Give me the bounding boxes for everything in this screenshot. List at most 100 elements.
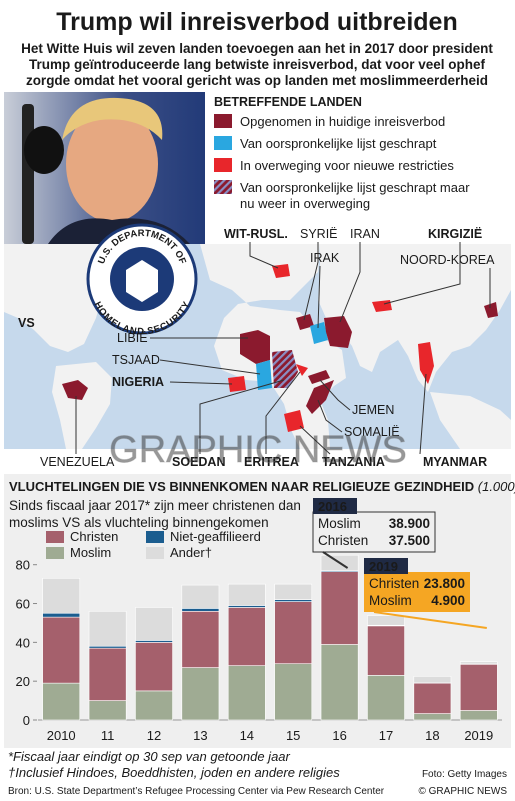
- country-label: TSJAAD: [112, 353, 160, 367]
- bar-segment: [274, 583, 313, 600]
- legend-label: Van oorspronkelijke lijst geschrapt: [240, 136, 437, 151]
- bar-segment: [88, 647, 127, 701]
- country-label: NIGERIA: [112, 375, 164, 389]
- x-tick-label: 13: [193, 728, 207, 743]
- legend-label: In overweging voor nieuwe restricties: [240, 158, 454, 173]
- source: Bron: U.S. State Department’s Refugee Pr…: [8, 786, 385, 797]
- bar-segment: [459, 663, 498, 711]
- legend-label: Christen: [70, 529, 118, 544]
- credit: © GRAPHIC NEWS: [419, 786, 508, 797]
- country-venezuela: [62, 380, 88, 400]
- leader-line: [383, 242, 461, 305]
- bar-segment: [459, 710, 498, 721]
- leader-line: [317, 265, 321, 329]
- bar-segment: [181, 584, 220, 609]
- callout-value: 37.500: [389, 533, 430, 548]
- photo-microphone-head: [24, 126, 64, 174]
- x-tick-label: 15: [286, 728, 300, 743]
- callout-value: 4.900: [431, 593, 465, 608]
- callout-pointer: [373, 611, 487, 629]
- legend-swatch: [214, 158, 232, 172]
- country-chad: [256, 360, 272, 390]
- x-tick-label: 12: [147, 728, 161, 743]
- bar-segment: [367, 625, 405, 676]
- subtitle-line: Trump geïntroduceerde lang betwiste inre…: [29, 57, 486, 72]
- bar-segment: [42, 577, 81, 614]
- bar-segment: [135, 642, 173, 692]
- legend-swatch: [46, 531, 64, 543]
- bar-segment: [413, 676, 452, 684]
- map: [4, 244, 511, 449]
- country-label: SYRIË: [300, 227, 338, 241]
- leader-line: [265, 371, 301, 454]
- country-syria: [296, 314, 314, 330]
- leader-line: [303, 242, 319, 321]
- photo-microphone: [22, 104, 34, 244]
- country-label: KIRGIZIË: [428, 226, 482, 241]
- bar-segment: [42, 612, 81, 618]
- photo-credit: Foto: Getty Images: [422, 769, 507, 780]
- map-legend-title: Betreffende Landen: [214, 95, 362, 109]
- leader-line: [169, 381, 233, 385]
- country-label: JEMEN: [352, 403, 394, 417]
- bar-segment: [367, 675, 405, 721]
- leader-line: [319, 379, 351, 411]
- leader-line: [159, 359, 261, 375]
- legend-swatch: [146, 531, 164, 543]
- callout-year: 2016: [318, 499, 347, 514]
- callout-value: 23.800: [424, 576, 465, 591]
- y-tick-label: 0: [23, 713, 30, 728]
- leader-line: [299, 425, 331, 455]
- land: [200, 244, 346, 449]
- chart-title: Vluchtelingen die VS binnenkomen naar re…: [9, 479, 515, 494]
- leader-line: [249, 242, 279, 269]
- photo-hair: [62, 97, 163, 140]
- country-iraq: [310, 322, 328, 344]
- callout-name: Moslim: [318, 516, 361, 531]
- bar-segment: [42, 616, 81, 684]
- country-north-korea: [484, 302, 498, 318]
- bar-segment: [88, 700, 127, 721]
- subtitle-line: Het Witte Huis wil zeven landen toevoege…: [21, 41, 493, 56]
- callout-box: [364, 572, 470, 612]
- x-tick-label: 16: [332, 728, 346, 743]
- callout-year: 2019: [369, 559, 398, 574]
- bar-segment: [413, 682, 452, 714]
- country-nigeria: [228, 376, 246, 392]
- land: [430, 392, 511, 449]
- seal: U.S. DEPARTMENT OF HOMELAND SECURITY: [86, 223, 198, 337]
- bar-segment: [181, 608, 220, 612]
- bar-segment: [135, 607, 173, 641]
- bar-segment: [227, 583, 266, 606]
- legend-label: Ander†: [170, 545, 212, 560]
- bar-segment: [274, 601, 313, 665]
- country-label: LIBIË: [117, 331, 148, 345]
- legend-label: Van oorspronkelijke lijst geschrapt maar: [240, 180, 470, 195]
- map-labels: WIT-RUSL. SYRIË IRAN KIRGIZIË IRAK NOORD…: [18, 226, 495, 469]
- land: [318, 244, 511, 392]
- country-label: IRAN: [350, 227, 380, 241]
- country-label: SOMALIË: [344, 425, 400, 439]
- legend-swatch: [46, 547, 64, 559]
- map-legend: Betreffende Landen Opgenomen in huidige …: [214, 95, 470, 211]
- bar-segment: [42, 682, 81, 721]
- legend-label: Moslim: [70, 545, 111, 560]
- country-label: SOEDAN: [172, 455, 225, 469]
- leader-line: [317, 399, 343, 433]
- watermark: GRAPHIC NEWS: [109, 429, 407, 471]
- photo-face: [66, 106, 158, 222]
- legend-swatch: [214, 136, 232, 150]
- country-label: ERITREA: [244, 455, 299, 469]
- callout-tag: [313, 498, 357, 514]
- country-label: TANZANIA: [322, 455, 385, 469]
- leader-line: [199, 379, 285, 454]
- bar-segment: [88, 610, 127, 647]
- seal-shield: [126, 260, 158, 302]
- y-tick-label: 80: [16, 558, 30, 573]
- callout-name: Christen: [369, 576, 419, 591]
- bar-segment: [459, 661, 498, 665]
- subtitle-line: zorgde omdat het vooral gericht was op l…: [26, 73, 488, 88]
- bar-segment: [274, 663, 313, 721]
